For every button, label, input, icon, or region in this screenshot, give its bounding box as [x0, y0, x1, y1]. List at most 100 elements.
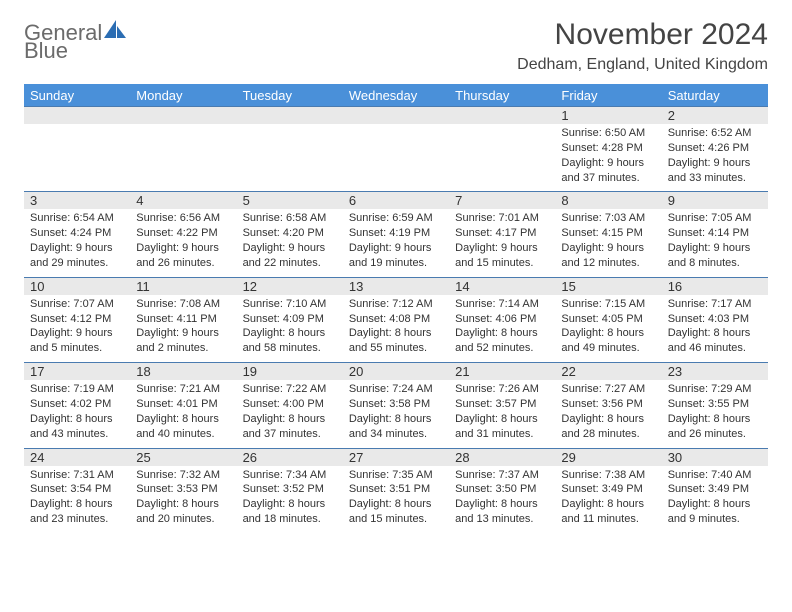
calendar-day: 26Sunrise: 7:34 AMSunset: 3:52 PMDayligh… [237, 448, 343, 533]
sunset-text: Sunset: 4:01 PM [136, 397, 230, 412]
sunset-text: Sunset: 3:51 PM [349, 482, 443, 497]
calendar-day: 17Sunrise: 7:19 AMSunset: 4:02 PMDayligh… [24, 362, 130, 447]
calendar-day: 27Sunrise: 7:35 AMSunset: 3:51 PMDayligh… [343, 448, 449, 533]
sunset-text: Sunset: 3:56 PM [561, 397, 655, 412]
calendar-day: 22Sunrise: 7:27 AMSunset: 3:56 PMDayligh… [555, 362, 661, 447]
day-number: 11 [130, 277, 236, 295]
sunset-text: Sunset: 4:17 PM [455, 226, 549, 241]
daylight-line-1: Daylight: 8 hours [30, 412, 124, 427]
daylight-line-1: Daylight: 8 hours [561, 326, 655, 341]
sunrise-text: Sunrise: 7:17 AM [668, 297, 762, 312]
day-number: 18 [130, 362, 236, 380]
sunrise-text: Sunrise: 7:12 AM [349, 297, 443, 312]
calendar-week-row: 17Sunrise: 7:19 AMSunset: 4:02 PMDayligh… [24, 362, 768, 447]
weekday-label: Saturday [662, 88, 768, 103]
daylight-line-2: and 40 minutes. [136, 427, 230, 442]
daylight-line-1: Daylight: 8 hours [455, 412, 549, 427]
calendar-day: 14Sunrise: 7:14 AMSunset: 4:06 PMDayligh… [449, 277, 555, 362]
daylight-line-2: and 37 minutes. [243, 427, 337, 442]
sunset-text: Sunset: 3:50 PM [455, 482, 549, 497]
day-body: Sunrise: 7:15 AMSunset: 4:05 PMDaylight:… [555, 295, 661, 362]
day-body: Sunrise: 7:17 AMSunset: 4:03 PMDaylight:… [662, 295, 768, 362]
day-number [237, 106, 343, 124]
daylight-line-1: Daylight: 8 hours [136, 497, 230, 512]
daylight-line-2: and 8 minutes. [668, 256, 762, 271]
day-number: 22 [555, 362, 661, 380]
day-body: Sunrise: 7:19 AMSunset: 4:02 PMDaylight:… [24, 380, 130, 447]
day-body: Sunrise: 7:12 AMSunset: 4:08 PMDaylight:… [343, 295, 449, 362]
calendar-day: 2Sunrise: 6:52 AMSunset: 4:26 PMDaylight… [662, 106, 768, 191]
day-body: Sunrise: 7:08 AMSunset: 4:11 PMDaylight:… [130, 295, 236, 362]
sunrise-text: Sunrise: 7:24 AM [349, 382, 443, 397]
logo-sail-icon [102, 18, 128, 40]
day-body: Sunrise: 7:26 AMSunset: 3:57 PMDaylight:… [449, 380, 555, 447]
sunrise-text: Sunrise: 6:52 AM [668, 126, 762, 141]
weekday-label: Tuesday [237, 88, 343, 103]
sunrise-text: Sunrise: 7:34 AM [243, 468, 337, 483]
day-body: Sunrise: 6:54 AMSunset: 4:24 PMDaylight:… [24, 209, 130, 276]
daylight-line-2: and 37 minutes. [561, 171, 655, 186]
day-body: Sunrise: 6:58 AMSunset: 4:20 PMDaylight:… [237, 209, 343, 276]
calendar-day-empty [449, 106, 555, 191]
sunrise-text: Sunrise: 7:27 AM [561, 382, 655, 397]
day-number [449, 106, 555, 124]
day-body: Sunrise: 7:14 AMSunset: 4:06 PMDaylight:… [449, 295, 555, 362]
day-number [343, 106, 449, 124]
calendar-week-row: 24Sunrise: 7:31 AMSunset: 3:54 PMDayligh… [24, 448, 768, 533]
daylight-line-2: and 43 minutes. [30, 427, 124, 442]
sunset-text: Sunset: 4:06 PM [455, 312, 549, 327]
weekday-label: Wednesday [343, 88, 449, 103]
day-number: 9 [662, 191, 768, 209]
daylight-line-1: Daylight: 9 hours [668, 156, 762, 171]
calendar-day: 28Sunrise: 7:37 AMSunset: 3:50 PMDayligh… [449, 448, 555, 533]
sunset-text: Sunset: 3:55 PM [668, 397, 762, 412]
day-body: Sunrise: 7:27 AMSunset: 3:56 PMDaylight:… [555, 380, 661, 447]
sunrise-text: Sunrise: 7:38 AM [561, 468, 655, 483]
day-number: 25 [130, 448, 236, 466]
day-number: 3 [24, 191, 130, 209]
day-number: 1 [555, 106, 661, 124]
calendar-day: 21Sunrise: 7:26 AMSunset: 3:57 PMDayligh… [449, 362, 555, 447]
calendar-week-row: 10Sunrise: 7:07 AMSunset: 4:12 PMDayligh… [24, 277, 768, 362]
calendar-day: 25Sunrise: 7:32 AMSunset: 3:53 PMDayligh… [130, 448, 236, 533]
sunrise-text: Sunrise: 7:32 AM [136, 468, 230, 483]
sunset-text: Sunset: 4:09 PM [243, 312, 337, 327]
day-number: 4 [130, 191, 236, 209]
daylight-line-1: Daylight: 9 hours [243, 241, 337, 256]
sunrise-text: Sunrise: 7:03 AM [561, 211, 655, 226]
daylight-line-1: Daylight: 9 hours [30, 241, 124, 256]
day-number: 13 [343, 277, 449, 295]
daylight-line-2: and 34 minutes. [349, 427, 443, 442]
day-number: 20 [343, 362, 449, 380]
daylight-line-1: Daylight: 8 hours [243, 412, 337, 427]
sunrise-text: Sunrise: 7:07 AM [30, 297, 124, 312]
weekday-label: Friday [555, 88, 661, 103]
day-body: Sunrise: 7:24 AMSunset: 3:58 PMDaylight:… [343, 380, 449, 447]
calendar-day: 13Sunrise: 7:12 AMSunset: 4:08 PMDayligh… [343, 277, 449, 362]
day-body: Sunrise: 6:56 AMSunset: 4:22 PMDaylight:… [130, 209, 236, 276]
sunset-text: Sunset: 3:49 PM [561, 482, 655, 497]
month-title: November 2024 [517, 18, 768, 52]
calendar-day: 10Sunrise: 7:07 AMSunset: 4:12 PMDayligh… [24, 277, 130, 362]
sunrise-text: Sunrise: 7:22 AM [243, 382, 337, 397]
title-block: November 2024 Dedham, England, United Ki… [517, 18, 768, 74]
day-body [343, 124, 449, 188]
daylight-line-1: Daylight: 8 hours [349, 497, 443, 512]
day-number [130, 106, 236, 124]
daylight-line-1: Daylight: 8 hours [349, 412, 443, 427]
day-body: Sunrise: 7:32 AMSunset: 3:53 PMDaylight:… [130, 466, 236, 533]
sunrise-text: Sunrise: 7:15 AM [561, 297, 655, 312]
calendar-day: 15Sunrise: 7:15 AMSunset: 4:05 PMDayligh… [555, 277, 661, 362]
daylight-line-2: and 58 minutes. [243, 341, 337, 356]
day-number: 2 [662, 106, 768, 124]
day-body: Sunrise: 7:34 AMSunset: 3:52 PMDaylight:… [237, 466, 343, 533]
daylight-line-1: Daylight: 9 hours [561, 156, 655, 171]
daylight-line-1: Daylight: 8 hours [668, 497, 762, 512]
weekday-header-row: Sunday Monday Tuesday Wednesday Thursday… [24, 84, 768, 106]
day-body: Sunrise: 7:29 AMSunset: 3:55 PMDaylight:… [662, 380, 768, 447]
calendar-day: 23Sunrise: 7:29 AMSunset: 3:55 PMDayligh… [662, 362, 768, 447]
daylight-line-2: and 52 minutes. [455, 341, 549, 356]
day-body [24, 124, 130, 188]
daylight-line-2: and 28 minutes. [561, 427, 655, 442]
daylight-line-1: Daylight: 9 hours [668, 241, 762, 256]
